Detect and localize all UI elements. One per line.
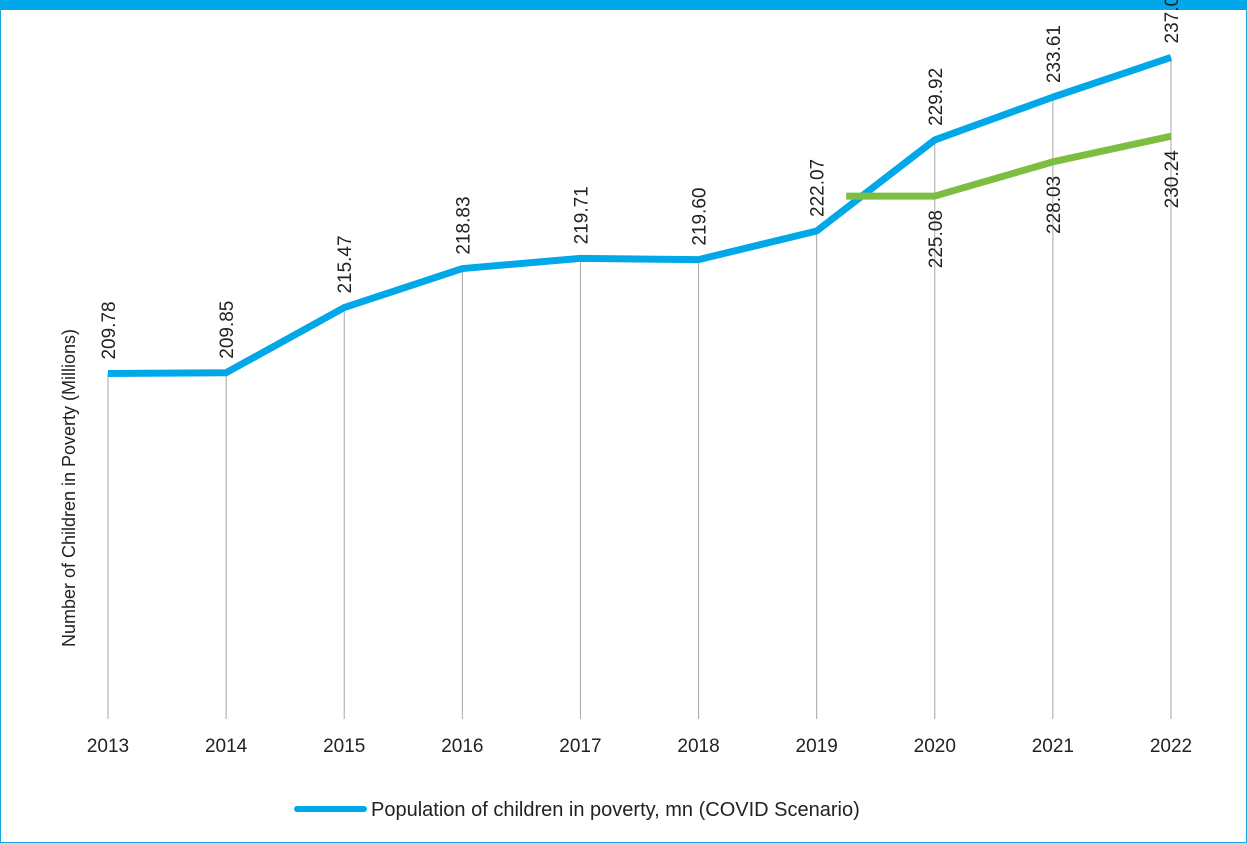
series-line-0 [107, 54, 1173, 378]
grid-lines [107, 57, 1172, 719]
x-tick-label-2013: 2013 [87, 736, 129, 757]
x-tick-label-2021: 2021 [1032, 736, 1074, 757]
x-tick-label-2014: 2014 [205, 736, 248, 757]
x-tick-label-2017: 2017 [559, 736, 601, 757]
x-axis-ticks: 2013 2014 2015 2016 2017 2018 2019 2020 2021 2022 [87, 736, 1192, 757]
data-label-1-2022: 230.24 [1162, 150, 1183, 209]
legend-label: Population of children in poverty, mn (C… [371, 799, 860, 821]
data-label-0-2016: 218.83 [453, 196, 474, 254]
data-label-0-2021: 233.61 [1044, 25, 1065, 83]
series-lines [107, 54, 1173, 378]
data-label-0-2013: 209.78 [99, 301, 120, 359]
data-label-0-2014: 209.85 [217, 301, 238, 359]
x-tick-label-2019: 2019 [796, 736, 838, 757]
data-labels: 209.78 209.85 215.47 218.83 219.71 219.60 222.… [99, 0, 1183, 360]
data-label-0-2015: 215.47 [335, 235, 356, 293]
y-axis-label: Number of Children in Poverty (Millions) [59, 329, 79, 647]
x-tick-label-2018: 2018 [677, 736, 719, 757]
x-tick-label-2020: 2020 [914, 736, 956, 757]
legend: Population of children in poverty, mn (C… [294, 799, 860, 821]
x-tick-label-2015: 2015 [323, 736, 365, 757]
series-line-1 [846, 132, 1172, 200]
data-label-0-2020: 229.92 [926, 68, 947, 126]
x-tick-label-2016: 2016 [441, 736, 483, 757]
x-tick-label-2022: 2022 [1150, 736, 1192, 757]
data-label-1-2020: 225.08 [926, 210, 947, 268]
data-label-1-2021: 228.03 [1044, 176, 1065, 234]
data-label-0-2018: 219.60 [690, 188, 711, 246]
data-label-0-2022: 237.03 [1162, 0, 1183, 43]
data-label-0-2017: 219.71 [571, 186, 592, 244]
data-label-0-2019: 222.07 [808, 159, 829, 217]
